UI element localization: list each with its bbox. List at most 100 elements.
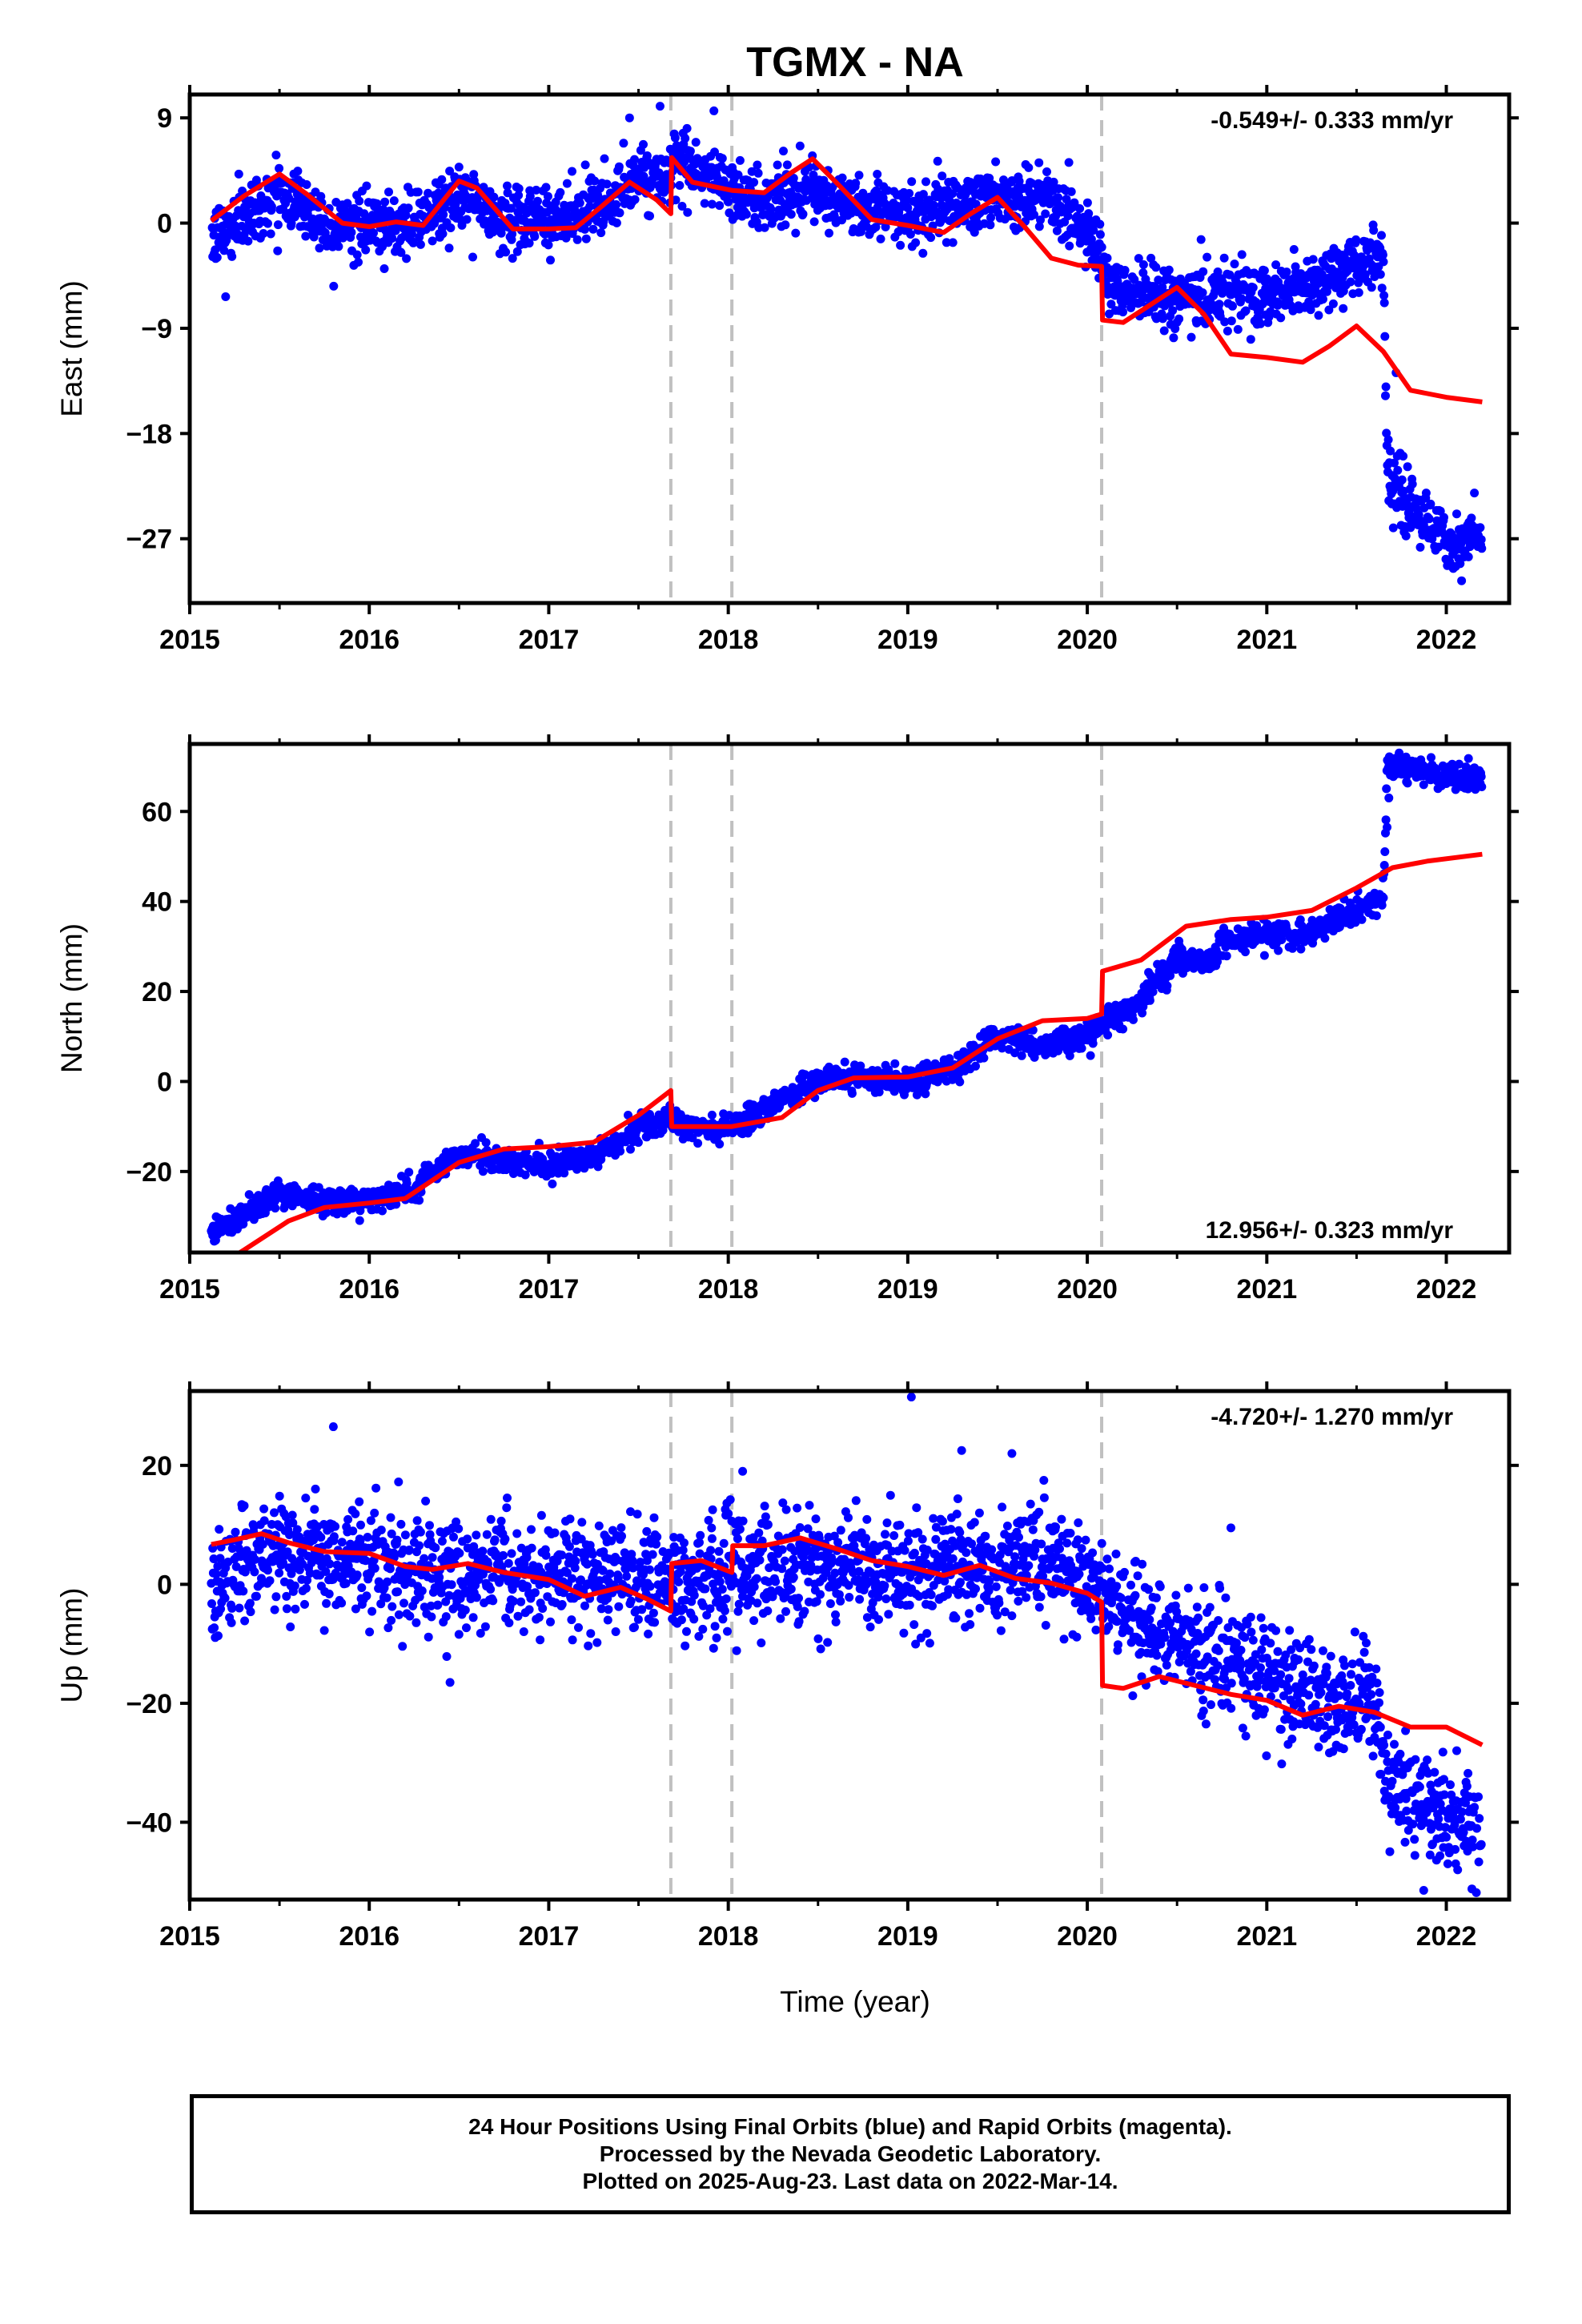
position-point: [468, 252, 477, 262]
north-y-axis-label: North (mm): [55, 923, 88, 1073]
position-point: [871, 223, 881, 232]
position-point: [506, 203, 516, 213]
position-point: [501, 247, 511, 257]
position-point: [1228, 301, 1237, 311]
position-point: [890, 1059, 900, 1068]
x-tick-label: 2015: [159, 1274, 220, 1305]
position-point: [876, 234, 885, 243]
position-point: [1138, 260, 1148, 269]
position-point: [670, 133, 680, 143]
position-point: [639, 139, 648, 149]
position-point: [1042, 167, 1051, 176]
position-point: [1082, 198, 1092, 207]
position-point: [991, 157, 1001, 167]
position-point: [896, 240, 905, 250]
position-point: [683, 207, 693, 217]
position-point: [1397, 475, 1407, 485]
position-point: [902, 196, 912, 205]
position-point: [1276, 313, 1286, 323]
position-point: [614, 162, 624, 171]
position-point: [1426, 499, 1435, 509]
position-point: [215, 1525, 224, 1534]
position-point: [1388, 523, 1398, 533]
position-point: [948, 238, 958, 247]
y-tick-label: 60: [142, 797, 172, 827]
position-point: [580, 160, 590, 170]
position-point: [1357, 915, 1367, 924]
position-point: [1010, 1048, 1020, 1058]
position-point: [1086, 1051, 1095, 1060]
position-point: [1339, 304, 1348, 313]
north-model-fit-line: [235, 851, 1483, 1252]
position-point: [979, 1053, 989, 1063]
position-point: [1452, 509, 1461, 519]
position-point: [1424, 605, 1433, 613]
position-point: [437, 175, 447, 184]
position-point: [250, 1567, 259, 1577]
position-point: [1030, 1052, 1039, 1062]
position-point: [856, 1061, 865, 1071]
position-point: [921, 1089, 930, 1099]
position-point: [503, 181, 512, 191]
position-point: [707, 1110, 717, 1120]
position-point: [520, 1170, 530, 1180]
position-point: [343, 199, 352, 208]
position-point: [596, 228, 606, 238]
position-point: [1427, 753, 1435, 762]
position-point: [735, 155, 745, 165]
position-point: [970, 227, 979, 237]
position-point: [921, 177, 930, 187]
position-point: [548, 1179, 557, 1188]
position-point: [1308, 255, 1318, 264]
position-point: [1198, 288, 1207, 297]
position-point: [1289, 245, 1299, 254]
position-point: [227, 1544, 237, 1553]
position-point: [985, 174, 994, 183]
position-point: [707, 199, 717, 209]
x-tick-label: 2019: [877, 625, 938, 655]
position-point: [1237, 250, 1247, 259]
position-point: [239, 1501, 249, 1510]
position-point: [1024, 163, 1034, 172]
x-tick-label: 2018: [698, 625, 759, 655]
position-point: [514, 191, 524, 200]
position-point: [1386, 446, 1395, 456]
position-point: [1456, 559, 1465, 569]
position-point: [227, 251, 237, 261]
position-point: [874, 1088, 884, 1097]
position-point: [677, 202, 687, 211]
position-point: [798, 209, 808, 219]
position-point: [655, 102, 665, 111]
position-point: [691, 138, 701, 147]
position-point: [479, 183, 488, 192]
position-point: [971, 1061, 980, 1071]
position-point: [489, 192, 499, 202]
position-point: [753, 160, 762, 170]
position-point: [315, 243, 324, 253]
position-point: [710, 147, 719, 157]
position-point: [214, 1631, 223, 1641]
position-point: [428, 236, 437, 246]
position-point: [1377, 231, 1386, 240]
position-point: [1225, 270, 1235, 279]
east-model-fit-line: [210, 155, 1483, 404]
position-point: [1065, 241, 1074, 251]
position-point: [1220, 317, 1230, 327]
position-point: [809, 217, 819, 227]
position-point: [658, 1125, 668, 1135]
position-point: [715, 201, 725, 211]
position-point: [753, 168, 763, 178]
position-point: [240, 1616, 250, 1626]
position-point: [1166, 971, 1175, 980]
position-point: [1476, 535, 1486, 545]
position-point: [881, 222, 890, 231]
position-point: [645, 211, 654, 221]
x-tick-label: 2015: [159, 625, 220, 655]
position-point: [562, 179, 572, 188]
position-point: [1384, 793, 1394, 802]
position-point: [478, 1167, 488, 1176]
position-point: [1324, 305, 1334, 315]
position-point: [1246, 335, 1255, 344]
